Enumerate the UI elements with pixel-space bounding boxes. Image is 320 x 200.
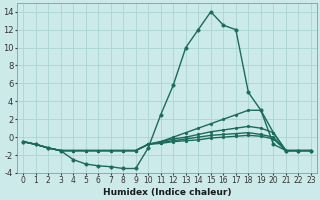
X-axis label: Humidex (Indice chaleur): Humidex (Indice chaleur) — [103, 188, 231, 197]
